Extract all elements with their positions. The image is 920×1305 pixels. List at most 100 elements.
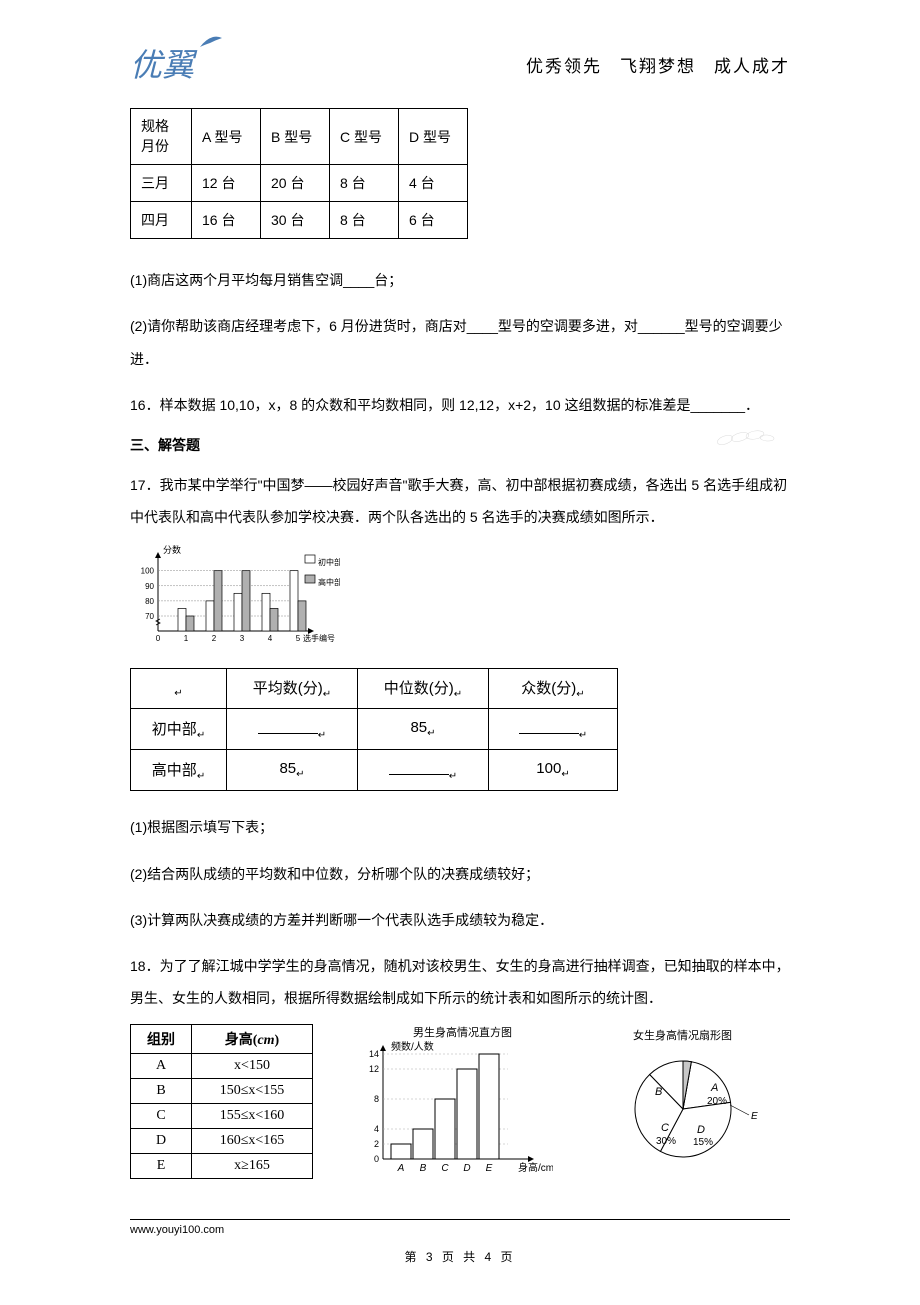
q15-2: (2)请你帮助该商店经理考虑下，6 月份进货时，商店对____型号的空调要多进，… — [130, 310, 790, 374]
st-r2-4: 100↵ — [489, 750, 618, 791]
r2-d: 6 台 — [399, 202, 468, 239]
st-h4: 众数(分)↵ — [489, 669, 618, 709]
svg-text:70: 70 — [145, 612, 154, 621]
svg-text:4: 4 — [374, 1124, 379, 1134]
page-number: 第 3 页 共 4 页 — [130, 1248, 790, 1265]
st-r2-2: 85↵ — [227, 750, 358, 791]
section-3-title: 三、解答题 — [130, 435, 790, 455]
group-row-label: E — [131, 1154, 192, 1179]
svg-text:30%: 30% — [656, 1136, 676, 1147]
slogan-3: 成人成才 — [714, 57, 790, 76]
svg-text:0: 0 — [156, 634, 161, 643]
st-r1-4: ↵ — [489, 709, 618, 750]
svg-text:D: D — [697, 1124, 705, 1136]
footer: www.youyi100.com — [130, 1219, 790, 1236]
group-row-label: D — [131, 1129, 192, 1154]
th-spec: 规格 月份 — [131, 109, 192, 165]
svg-text:A: A — [710, 1082, 718, 1094]
svg-text:15%: 15% — [693, 1137, 713, 1148]
st-r1-3: 85↵ — [358, 709, 489, 750]
st-h2: 平均数(分)↵ — [227, 669, 358, 709]
q15-1: (1)商店这两个月平均每月销售空调____台； — [130, 264, 790, 296]
group-row-range: 155≤x<160 — [192, 1104, 313, 1129]
svg-text:女生身高情况扇形图: 女生身高情况扇形图 — [633, 1028, 732, 1042]
group-row-range: 150≤x<155 — [192, 1079, 313, 1104]
group-row-label: A — [131, 1054, 192, 1079]
r2-c: 8 台 — [330, 202, 399, 239]
r1-b: 20 台 — [261, 165, 330, 202]
svg-text:8: 8 — [374, 1094, 379, 1104]
r2-a: 16 台 — [192, 202, 261, 239]
svg-text:12: 12 — [369, 1064, 379, 1074]
svg-text:B: B — [420, 1163, 427, 1174]
bottom-charts-row: 组别 身高(cm) Ax<150B150≤x<155C155≤x<160D160… — [130, 1024, 790, 1184]
q17-1: (1)根据图示填写下表； — [130, 811, 790, 843]
th-b: B 型号 — [261, 109, 330, 165]
r1-d: 4 台 — [399, 165, 468, 202]
svg-text:身高/cm: 身高/cm — [518, 1161, 553, 1174]
q17-3: (3)计算两队决赛成绩的方差并判断哪一个代表队选手成绩较为稳定． — [130, 904, 790, 936]
svg-text:2: 2 — [374, 1139, 379, 1149]
svg-text:100: 100 — [141, 567, 155, 576]
q16: 16．样本数据 10,10，x，8 的众数和平均数相同，则 12,12，x+2，… — [130, 389, 790, 421]
group-row-range: 160≤x<165 — [192, 1129, 313, 1154]
gt-h1: 组别 — [131, 1025, 192, 1054]
q17-2: (2)结合两队成绩的平均数和中位数，分析哪个队的决赛成绩较好； — [130, 858, 790, 890]
group-row-label: B — [131, 1079, 192, 1104]
q17-intro: 17．我市某中学举行"中国梦——校园好声音"歌手大赛，高、初中部根据初赛成绩，各… — [130, 469, 790, 533]
th-c: C 型号 — [330, 109, 399, 165]
stats-table: ↵ 平均数(分)↵ 中位数(分)↵ 众数(分)↵ 初中部↵ ↵ 85↵ ↵ 高中… — [130, 668, 618, 791]
svg-text:C: C — [661, 1122, 669, 1134]
svg-text:5: 5 — [296, 634, 301, 643]
st-r2-1: 高中部↵ — [131, 750, 227, 791]
slogan-1: 优秀领先 — [526, 57, 602, 76]
sales-table: 规格 月份 A 型号 B 型号 C 型号 D 型号 三月 12 台 20 台 8… — [130, 108, 468, 239]
r1-label: 三月 — [131, 165, 192, 202]
svg-text:E: E — [751, 1111, 758, 1122]
st-h1: ↵ — [131, 669, 227, 709]
svg-text:C: C — [441, 1163, 449, 1174]
svg-text:20%: 20% — [707, 1096, 727, 1107]
svg-text:90: 90 — [145, 582, 154, 591]
svg-text:B: B — [655, 1086, 662, 1098]
histogram: 男生身高情况直方图频数/人数 0 2 4 8 12 14 A B C D E 身高/cm — [353, 1024, 553, 1184]
r2-label: 四月 — [131, 202, 192, 239]
histogram-svg: 男生身高情况直方图频数/人数 0 2 4 8 12 14 A B C D E 身高/cm — [353, 1024, 553, 1184]
svg-text:14: 14 — [369, 1049, 379, 1059]
svg-text:高中部: 高中部 — [318, 577, 340, 587]
group-row-label: C — [131, 1104, 192, 1129]
svg-text:选手编号: 选手编号 — [303, 633, 335, 643]
r2-b: 30 台 — [261, 202, 330, 239]
th-d: D 型号 — [399, 109, 468, 165]
svg-text:E: E — [486, 1163, 493, 1174]
group-table: 组别 身高(cm) Ax<150B150≤x<155C155≤x<160D160… — [130, 1024, 313, 1179]
svg-text:3: 3 — [240, 634, 245, 643]
pie-svg: 女生身高情况扇形图 A 20% B C 30% D15% E — [593, 1024, 773, 1184]
q18-intro: 18．为了了解江城中学学生的身高情况，随机对该校男生、女生的身高进行抽样调查，已… — [130, 950, 790, 1014]
decorative-petals-icon — [715, 425, 775, 450]
pie-chart: 女生身高情况扇形图 A 20% B C 30% D15% E — [593, 1024, 773, 1184]
svg-text:0: 0 — [374, 1154, 379, 1164]
group-row-range: x≥165 — [192, 1154, 313, 1179]
st-h3: 中位数(分)↵ — [358, 669, 489, 709]
group-row-range: x<150 — [192, 1054, 313, 1079]
svg-text:男生身高情况直方图: 男生身高情况直方图 — [413, 1025, 512, 1039]
svg-text:A: A — [397, 1163, 405, 1174]
bar-chart: 分数708090100012345选手编号初中部高中部 — [130, 543, 340, 653]
th-a: A 型号 — [192, 109, 261, 165]
footer-url: www.youyi100.com — [130, 1224, 224, 1236]
svg-text:频数/人数: 频数/人数 — [391, 1040, 434, 1053]
svg-text:D: D — [463, 1163, 470, 1174]
header-slogan: 优秀领先飞翔梦想成人成才 — [526, 52, 790, 77]
svg-text:2: 2 — [212, 634, 217, 643]
page-header: 优翼 优秀领先飞翔梦想成人成才 — [130, 40, 790, 88]
svg-text:80: 80 — [145, 597, 154, 606]
logo-wing-icon — [198, 35, 223, 50]
slogan-2: 飞翔梦想 — [620, 57, 696, 76]
logo-text: 优翼 — [130, 47, 194, 83]
st-r1-1: 初中部↵ — [131, 709, 227, 750]
logo: 优翼 — [130, 40, 215, 88]
svg-text:1: 1 — [184, 634, 189, 643]
gt-h2: 身高(cm) — [192, 1025, 313, 1054]
bar-chart-svg: 分数708090100012345选手编号初中部高中部 — [130, 543, 340, 653]
